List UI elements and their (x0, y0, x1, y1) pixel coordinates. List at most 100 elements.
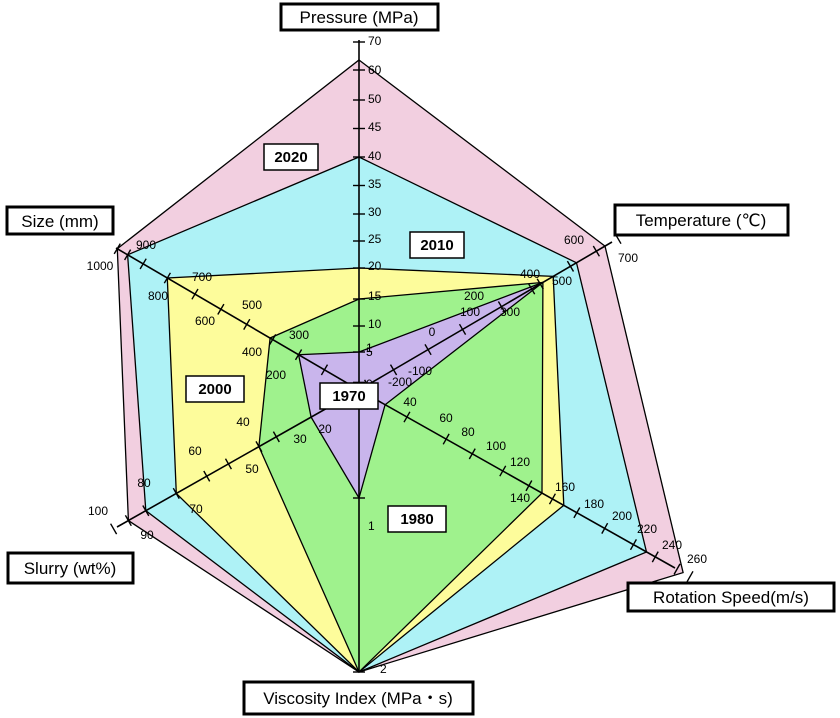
axis-titles: Pressure (MPa) Temperature (℃) Rotation … (5, 2, 836, 716)
svg-text:2020: 2020 (274, 149, 307, 166)
svg-text:Slurry (wt%): Slurry (wt%) (24, 559, 117, 578)
tick-label-rotation-speed-180: 180 (584, 497, 604, 511)
tick-label-temperature-300: 300 (500, 305, 520, 319)
axis-line-size (115, 247, 360, 391)
tick-label-pressure-30: 30 (368, 205, 382, 219)
series-label-1970: 1970 (319, 382, 379, 410)
tick-label-size-20: 20 (318, 422, 332, 436)
tick-label-viscosity-index-2: 2 (380, 662, 387, 676)
tick-label-temperature--200: -200 (388, 375, 412, 389)
axis-title-rotation-speed: Rotation Speed(m/s) (626, 581, 836, 613)
tick-label-rotation-speed-40: 40 (403, 395, 417, 409)
tick-label-slurry-80: 80 (137, 476, 151, 490)
tick-label-rotation-speed-220: 220 (637, 522, 657, 536)
tick-mark-size-200 (294, 349, 303, 361)
tick-mark-temperature-200 (497, 301, 506, 313)
tick-label-size-600: 600 (195, 314, 215, 328)
tick-label-rotation-speed-100: 100 (486, 439, 506, 453)
tick-mark-size-600 (191, 288, 199, 300)
tick-mark-size-300 (268, 334, 277, 346)
tick-mark-rotation-speed-120 (525, 480, 533, 492)
tick-mark-slurry-80 (142, 505, 150, 517)
tick-label-temperature-0: 0 (429, 325, 436, 339)
tick-label-rotation-speed-60: 60 (439, 411, 453, 425)
tick-layer: 0151015202530354045506070-200-1000100200… (87, 34, 708, 676)
tick-label-size-700: 700 (192, 270, 212, 284)
tick-mark-slurry-90 (124, 514, 132, 527)
tick-mark-slurry-30 (272, 431, 280, 443)
tick-mark-slurry-70 (172, 487, 180, 500)
tick-label-pressure-70: 70 (368, 34, 382, 48)
tick-label-temperature-500: 500 (552, 274, 572, 288)
tick-mark-temperature-0 (424, 344, 432, 356)
axis-title-temperature: Temperature (℃) (613, 203, 790, 237)
tick-label-size-1000: 1000 (87, 259, 114, 273)
tick-mark-temperature-500 (566, 260, 575, 272)
tick-mark-size-700 (163, 272, 172, 284)
tick-mark-slurry-60 (203, 470, 211, 482)
tick-label-size-200: 200 (266, 368, 286, 382)
tick-label-viscosity-index-1: 1 (368, 519, 375, 533)
tick-label-temperature-600: 600 (564, 233, 584, 247)
tick-label-rotation-speed-80: 80 (461, 425, 475, 439)
tick-mark-rotation-speed-260 (686, 570, 694, 583)
series-label-2010: 2010 (409, 231, 465, 259)
tick-mark-rotation-speed-40 (403, 411, 411, 423)
series-label-2000: 2000 (185, 375, 245, 403)
axis-line-slurry (116, 389, 360, 528)
tick-mark-temperature-100 (458, 323, 467, 335)
tick-mark-rotation-speed-160 (573, 507, 581, 519)
tick-mark-rotation-speed-80 (468, 448, 476, 460)
tick-label-slurry-70: 70 (189, 502, 203, 516)
tick-label-rotation-speed-200: 200 (612, 509, 632, 523)
tick-label-size-400: 400 (242, 345, 262, 359)
svg-text:2010: 2010 (420, 237, 453, 254)
tick-label-size-300: 300 (289, 328, 309, 342)
tick-mark-slurry-100 (109, 523, 118, 535)
tick-label-slurry-100: 100 (88, 504, 108, 518)
tick-mark-size-900 (123, 249, 132, 261)
tick-label-pressure-10: 10 (368, 317, 382, 331)
tick-label-pressure-40: 40 (368, 149, 382, 163)
tick-label-pressure-35: 35 (368, 177, 382, 191)
tick-mark-size-400 (243, 318, 251, 330)
tick-label-slurry-30: 30 (293, 432, 307, 446)
tick-mark-rotation-speed-60 (442, 433, 450, 445)
svg-text:1980: 1980 (400, 511, 433, 528)
tick-label-pressure-1: 1 (366, 341, 373, 355)
tick-label-pressure-60: 60 (368, 63, 382, 77)
tick-label-size-800: 800 (148, 289, 168, 303)
tick-mark-temperature-600 (592, 245, 601, 257)
series-layer (116, 59, 684, 674)
tick-label-temperature-700: 700 (618, 251, 638, 265)
tick-mark-rotation-speed-220 (651, 551, 659, 563)
tick-mark-rotation-speed-100 (499, 465, 507, 477)
axis-title-viscosity-index: Viscosity Index (MPa・s) (242, 680, 475, 716)
tick-label-rotation-speed-160: 160 (555, 480, 575, 494)
svg-text:Rotation Speed(m/s): Rotation Speed(m/s) (653, 588, 809, 607)
series-label-2020: 2020 (263, 143, 319, 171)
svg-text:1970: 1970 (332, 388, 365, 405)
tick-label-size-500: 500 (242, 298, 262, 312)
axis-title-slurry: Slurry (wt%) (6, 551, 135, 585)
tick-label-temperature--100: -100 (408, 364, 432, 378)
tick-label-rotation-speed-140: 140 (510, 491, 530, 505)
tick-label-size-900: 900 (136, 238, 156, 252)
tick-label-pressure-50: 50 (368, 92, 382, 106)
tick-label-temperature-200: 200 (464, 289, 484, 303)
tick-label-pressure-25: 25 (368, 232, 382, 246)
year-labels: 2020 2010 2000 1980 1970 (185, 143, 465, 533)
tick-label-pressure-45: 45 (368, 120, 382, 134)
tick-mark-temperature-300 (527, 283, 536, 295)
axis-title-size: Size (mm) (5, 205, 115, 236)
tick-label-slurry-90: 90 (140, 528, 154, 542)
tick-label-slurry-50: 50 (245, 462, 259, 476)
tick-mark-rotation-speed-240 (673, 563, 681, 575)
series-label-1980: 1980 (387, 505, 447, 533)
tick-label-temperature-400: 400 (520, 267, 540, 281)
svg-text:Temperature (℃): Temperature (℃) (636, 211, 767, 230)
tick-label-slurry-60: 60 (188, 444, 202, 458)
tick-mark-size-500 (217, 303, 225, 315)
axis-line-temperature (358, 241, 613, 391)
